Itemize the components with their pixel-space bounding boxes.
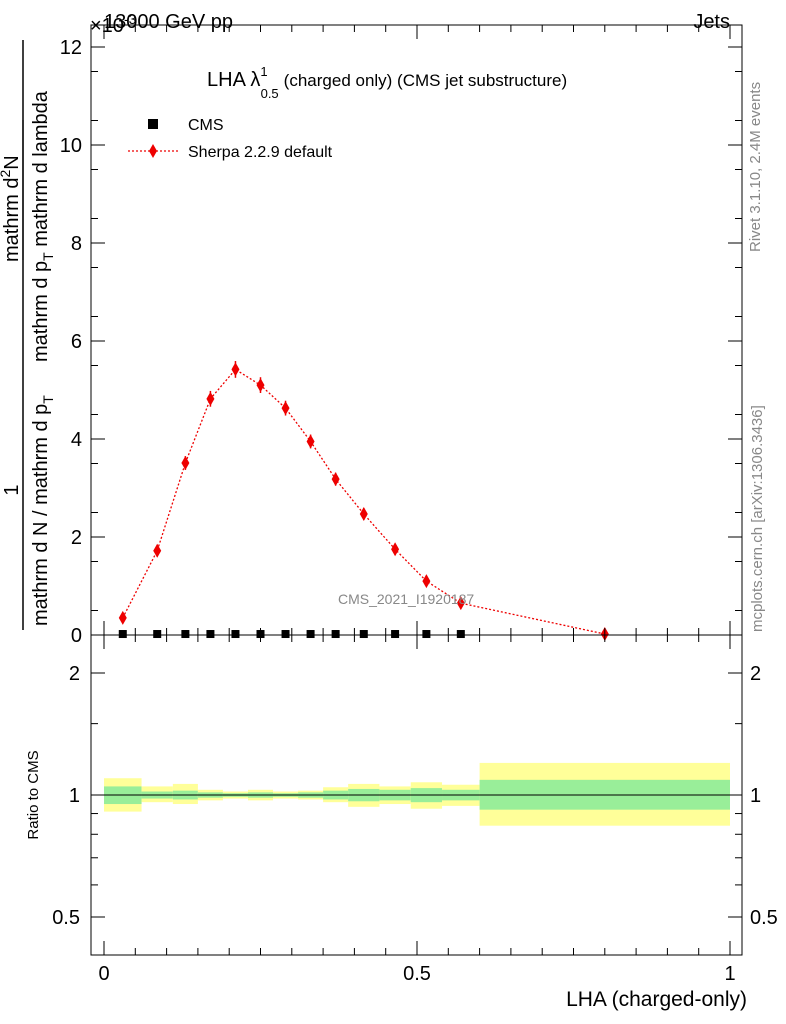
cms-data-point [391, 630, 400, 639]
cms-data-point [456, 630, 465, 639]
sherpa-point [306, 434, 315, 449]
cms-data-point [153, 630, 162, 639]
x-axis-label: LHA (charged-only) [566, 988, 747, 1011]
sherpa-point [256, 378, 265, 393]
sherpa-point [391, 542, 400, 557]
main-y-label: 1 mathrm d N / mathrm d pT mathrm d2N ma… [0, 40, 56, 630]
ratio-tick-label: 1 [69, 785, 80, 807]
y-tick-label: 4 [71, 429, 82, 451]
cms-data-point [306, 630, 315, 639]
x-tick-label: 0 [98, 963, 109, 985]
plot-title: LHA λ1 0.5(charged only) (CMS jet substru… [207, 64, 567, 101]
sherpa-point [331, 472, 340, 487]
cms-data-point [231, 630, 240, 639]
sherpa-point [422, 574, 431, 589]
legend-cms-label: CMS [188, 117, 224, 134]
ratio-tick-label-right: 2 [750, 663, 761, 685]
sherpa-point [118, 610, 127, 625]
exponent-label: ×10-3 [90, 11, 137, 37]
legend-cms-marker [148, 119, 158, 129]
sherpa-point [181, 456, 190, 471]
mcplots-info: mcplots.cern.ch [arXiv:1306.3436] [749, 405, 766, 632]
ylabel-denominator: mathrm d N / mathrm d pT [30, 395, 56, 626]
ratio-y-ticks: 0.5 0.5 1 1 2 2 [52, 663, 778, 929]
legend-sherpa-label: Sherpa 2.2.9 default [188, 144, 333, 161]
y-tick-label: 10 [60, 135, 82, 157]
cms-data-point [422, 630, 431, 639]
ratio-tick-label: 0.5 [52, 907, 80, 929]
main-x-ticks [103, 25, 731, 635]
ylabel-inner-denominator: mathrm d pT mathrm d lambda [30, 90, 56, 362]
cms-data-point [359, 630, 368, 639]
ratio-tick-label: 2 [69, 663, 80, 685]
sherpa-point [281, 401, 290, 416]
main-y-ticks: 0 2 4 6 8 10 12 [60, 37, 742, 647]
cms-data-point [331, 630, 340, 639]
ratio-y-label: Ratio to CMS [25, 750, 42, 839]
legend-sherpa-marker [149, 144, 157, 158]
rivet-info: Rivet 3.1.10, 2.4M events [747, 82, 764, 252]
x-tick-label: 1 [724, 963, 735, 985]
sherpa-point [206, 391, 215, 406]
header-right: Jets [693, 11, 730, 33]
ratio-tick-label-right: 1 [750, 785, 761, 807]
sherpa-point [359, 506, 368, 521]
ratio-bands [104, 762, 730, 826]
sherpa-point [231, 362, 240, 377]
ratio-x-ticks: 0 0.5 1 [98, 635, 736, 985]
y-tick-label: 8 [71, 233, 82, 255]
y-tick-label: 0 [71, 625, 82, 647]
sherpa-curve [118, 361, 609, 642]
header-left: 13000 GeV pp [104, 11, 233, 33]
ylabel-numerator: 1 [1, 484, 23, 495]
x-tick-label: 0.5 [403, 963, 431, 985]
cms-data-point [281, 630, 290, 639]
sherpa-point [456, 596, 465, 611]
analysis-watermark: CMS_2021_I1920187 [338, 591, 474, 607]
cms-data-point [181, 630, 190, 639]
ratio-tick-label-right: 0.5 [750, 907, 778, 929]
sherpa-point [153, 543, 162, 558]
ylabel-inner-numerator: mathrm d2N [0, 155, 23, 262]
y-tick-label: 12 [60, 37, 82, 59]
cms-data-point [118, 630, 127, 639]
y-tick-label: 2 [71, 527, 82, 549]
y-tick-label: 6 [71, 331, 82, 353]
cms-data-point [206, 630, 215, 639]
